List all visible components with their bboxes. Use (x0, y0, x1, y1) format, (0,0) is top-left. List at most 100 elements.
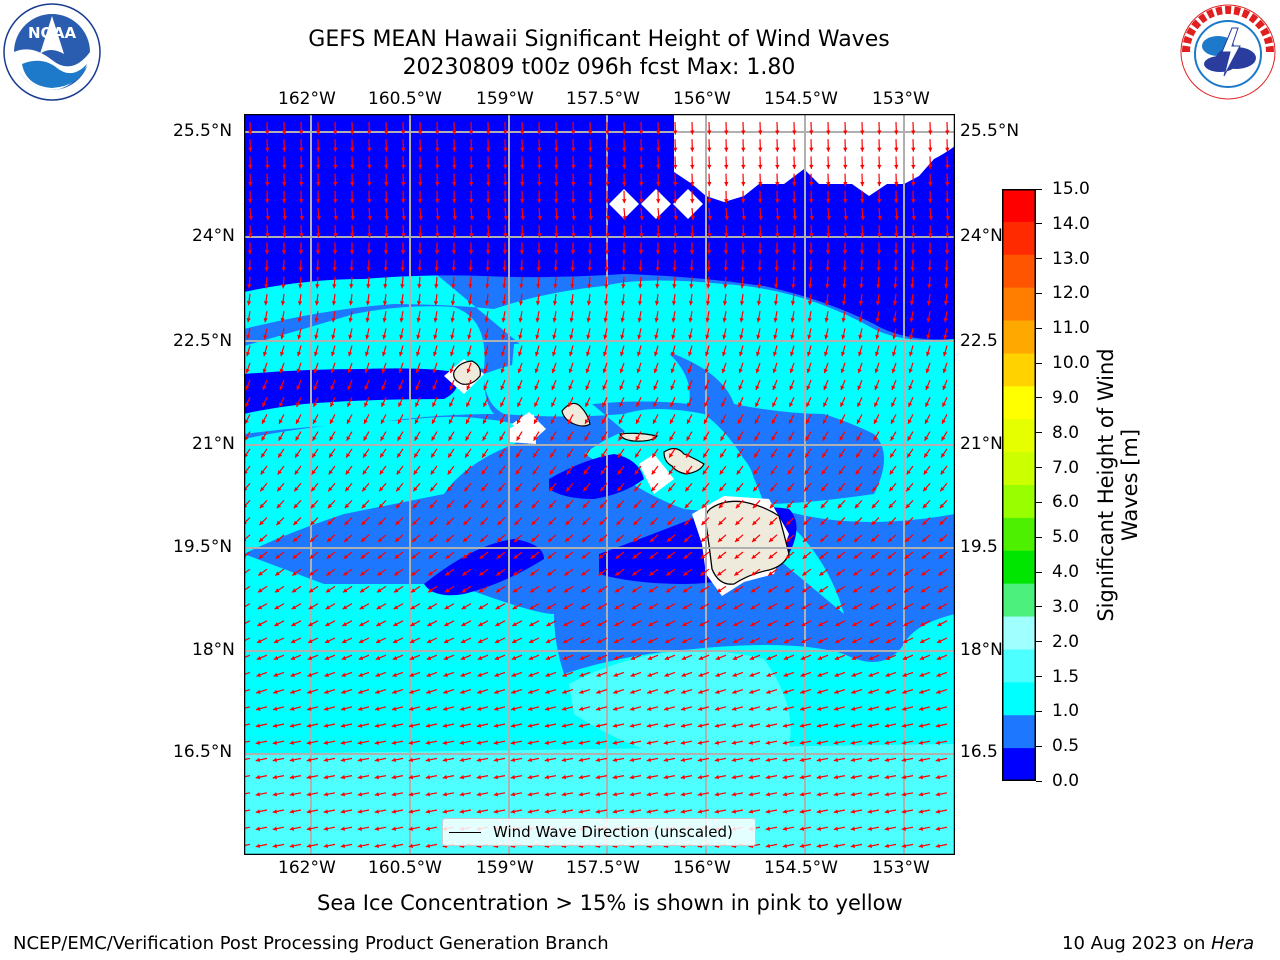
wind-wave-arrowhead (840, 351, 846, 357)
wind-wave-arrowhead (582, 520, 587, 526)
wind-wave-arrowhead (511, 689, 516, 694)
wind-wave-arrowhead (884, 757, 890, 763)
wind-wave-arrowhead (939, 520, 944, 526)
wind-wave-arrowhead (599, 520, 604, 526)
molokai-island (619, 432, 659, 442)
wind-wave-arrowhead (544, 723, 550, 728)
colorbar-swatch (1002, 221, 1036, 256)
wind-wave-arrowhead (877, 147, 882, 152)
wind-wave-arrowhead (871, 520, 876, 526)
wind-wave-arrowhead (548, 537, 553, 542)
wind-wave-arrowhead (690, 164, 695, 169)
wind-wave-arrowhead (397, 436, 402, 441)
wind-wave-arrowhead (581, 571, 586, 576)
wind-wave-arrowhead (292, 571, 297, 576)
wind-wave-arrowhead (342, 588, 348, 593)
wind-wave-arrowhead (867, 792, 873, 797)
wind-wave-arrowhead (478, 605, 484, 610)
wind-wave-arrowhead (843, 130, 848, 135)
wind-wave-arrowhead (690, 147, 695, 152)
wind-wave-arrowhead (484, 301, 490, 306)
colorbar-tick-label: 1.5 (1052, 666, 1080, 687)
wind-wave-arrowhead (310, 537, 315, 542)
wind-wave-arrowhead (612, 774, 618, 780)
wind-wave-arrowhead (673, 199, 678, 204)
wind-wave-arrowhead (602, 385, 607, 391)
wind-wave-arrowhead (532, 469, 537, 475)
wind-wave-arrowhead (315, 250, 321, 255)
wind-wave-arrowhead (381, 368, 386, 374)
wind-wave-arrowhead (823, 351, 829, 357)
wind-wave-arrowhead (792, 233, 797, 238)
wind-wave-arrowhead (295, 453, 300, 458)
wind-wave-arrowhead (359, 588, 365, 593)
wind-wave-arrowhead (289, 809, 295, 814)
wind-wave-arrowhead (306, 792, 312, 797)
wind-wave-arrowhead (639, 130, 644, 135)
wind-wave-arrowhead (938, 554, 944, 559)
wind-wave-arrowhead (296, 368, 301, 374)
wind-wave-arrowhead (529, 588, 535, 593)
wind-wave-arrowhead (486, 182, 491, 187)
wind-wave-arrowhead (629, 774, 635, 780)
wind-wave-arrowhead (293, 520, 298, 526)
wind-wave-arrowhead (569, 334, 574, 340)
wind-wave-arrowhead (775, 233, 780, 238)
wind-wave-arrowhead (401, 182, 406, 187)
wind-wave-arrowhead (891, 385, 896, 391)
wind-wave-arrowhead (767, 638, 772, 643)
wind-wave-arrowhead (260, 486, 265, 492)
wind-wave-arrowhead (376, 588, 382, 593)
wind-wave-arrowhead (309, 554, 315, 559)
wind-wave-arrowhead (670, 385, 675, 391)
wind-wave-arrowhead (326, 554, 332, 559)
wind-wave-arrowhead (248, 164, 253, 169)
wind-wave-arrowhead (447, 486, 452, 492)
wind-wave-arrowhead (891, 402, 896, 407)
wind-wave-arrowhead (393, 622, 398, 626)
wind-wave-arrowhead (786, 537, 791, 542)
wind-wave-arrowhead (272, 809, 278, 814)
wind-wave-arrowhead (603, 317, 608, 323)
colorbar-tick-label: 3.0 (1052, 596, 1080, 617)
wind-wave-arrowhead (316, 164, 321, 169)
wind-wave-arrowhead (698, 655, 704, 660)
wind-wave-arrowhead (397, 419, 402, 424)
wind-wave-arrowhead (718, 503, 724, 509)
wind-wave-arrowhead (296, 385, 301, 391)
wind-wave-arrowhead (703, 453, 708, 458)
wind-wave-arrowhead (379, 486, 384, 492)
wind-wave-arrowhead (714, 740, 720, 745)
wind-wave-arrowhead (783, 672, 788, 677)
wind-wave-arrowhead (884, 792, 890, 797)
wind-wave-arrowhead (534, 351, 540, 357)
wind-wave-arrowhead (775, 182, 780, 187)
wind-wave-arrowhead (478, 588, 484, 593)
wind-wave-arrowhead (247, 267, 252, 272)
wind-wave-arrowhead (307, 655, 313, 660)
wind-wave-arrowhead (346, 453, 351, 458)
wind-wave-arrowhead (410, 588, 416, 593)
wind-wave-arrowhead (276, 520, 281, 526)
wind-wave-arrowhead (604, 250, 610, 255)
wind-wave-arrowhead (821, 486, 826, 492)
wind-wave-arrowhead (755, 385, 760, 391)
wind-wave-arrowhead (801, 588, 807, 593)
left-lat-label-16-5n: 16.5°N (173, 742, 233, 762)
wind-wave-arrowhead (652, 436, 657, 441)
wind-wave-arrowhead (281, 250, 287, 255)
wind-wave-arrowhead (616, 520, 621, 526)
wind-wave-arrowhead (332, 250, 338, 255)
wind-wave-arrowhead (446, 537, 451, 542)
wind-wave-arrowhead (684, 520, 689, 526)
wind-wave-arrowhead (918, 740, 924, 745)
wind-wave-arrowhead (758, 216, 763, 221)
wind-wave-arrowhead (381, 351, 387, 357)
wind-wave-arrowhead (835, 605, 841, 610)
wind-wave-arrowhead (537, 130, 542, 135)
wind-wave-arrowhead (833, 774, 839, 780)
wind-wave-arrowhead (851, 689, 856, 694)
wind-wave-arrowhead (364, 351, 370, 357)
wind-wave-arrowhead (918, 757, 924, 763)
wind-wave-arrowhead (325, 622, 330, 626)
